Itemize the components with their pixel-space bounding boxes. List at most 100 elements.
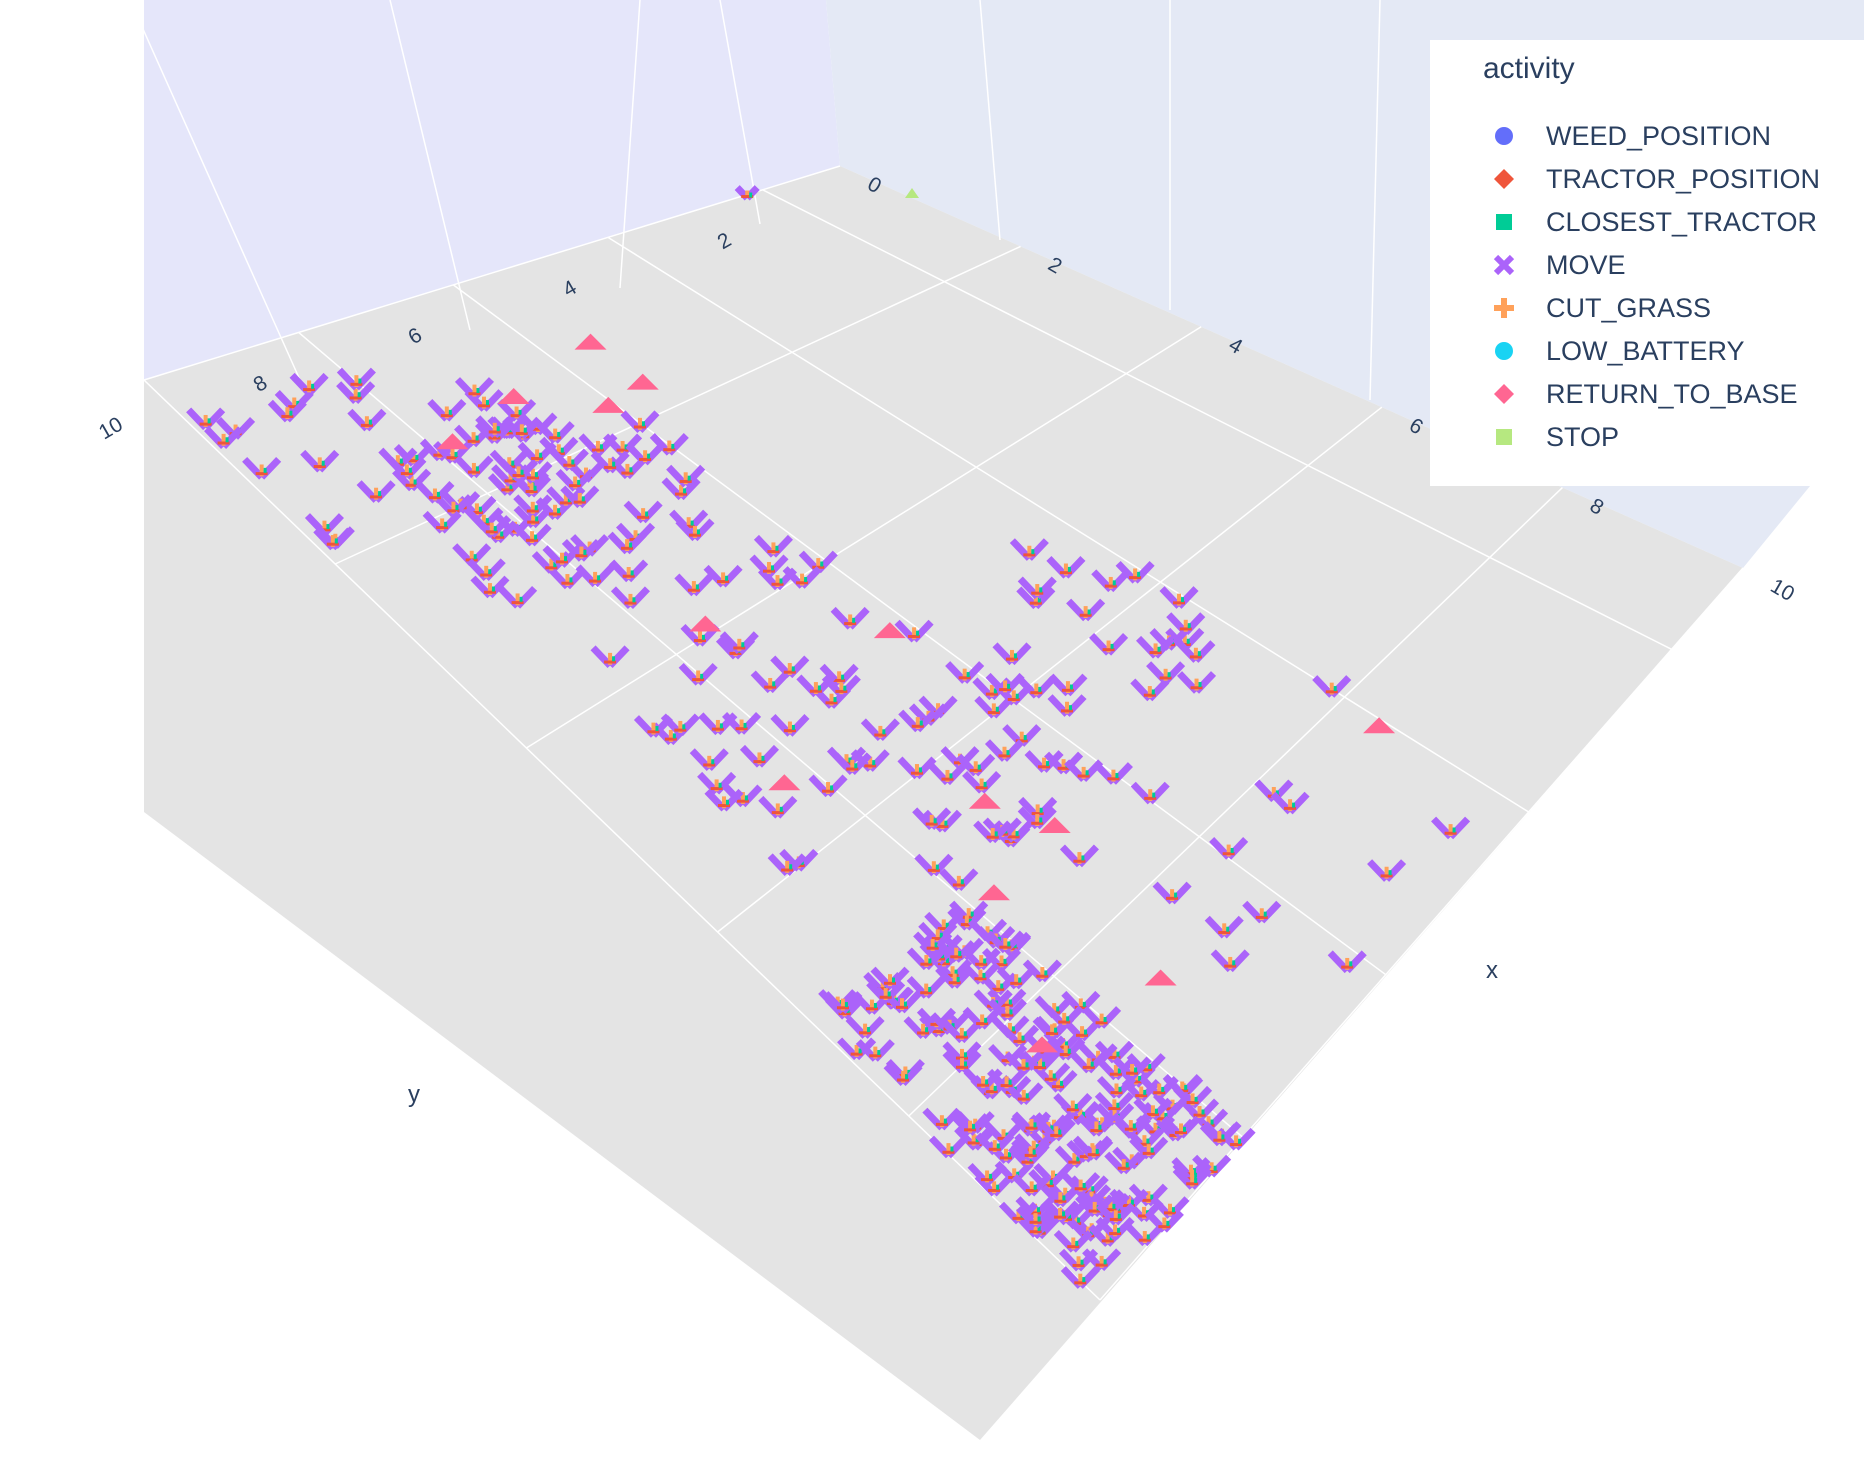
return-to-base-marker: [977, 884, 1010, 901]
move-marker: [945, 661, 985, 684]
move-marker: [267, 399, 307, 423]
move-marker: [1166, 612, 1206, 635]
legend-label: CLOSEST_TRACTOR: [1546, 206, 1818, 237]
return-to-base-marker: [1144, 969, 1177, 986]
grid-line-x: [526, 326, 1202, 749]
move-marker: [1053, 1093, 1093, 1116]
move-marker: [674, 573, 714, 597]
move-marker: [186, 407, 226, 431]
move-marker: [973, 820, 1013, 844]
move-marker: [770, 655, 810, 679]
return-to-base-marker: [626, 373, 659, 390]
move-marker: [987, 1068, 1027, 1092]
legend-item[interactable]: WEED_POSITION: [1490, 118, 1771, 154]
legend[interactable]: activity WEED_POSITION TRACTOR_POSITION CL…: [1430, 40, 1864, 486]
legend-item[interactable]: CUT_GRASS: [1490, 290, 1711, 326]
legend-item[interactable]: MOVE: [1490, 247, 1626, 283]
move-marker: [1061, 1172, 1101, 1195]
move-marker: [1270, 791, 1310, 815]
move-marker: [1059, 844, 1099, 868]
move-marker: [1095, 1216, 1135, 1240]
square-legend-icon: [1496, 429, 1512, 445]
legend-label: MOVE: [1546, 249, 1626, 280]
wall-grid-line: [1369, 0, 1381, 401]
move-marker: [1104, 1151, 1144, 1175]
move-marker: [912, 807, 952, 831]
move-marker: [950, 1113, 990, 1136]
return-to-base-marker: [873, 622, 906, 639]
move-marker: [204, 426, 244, 450]
move-marker: [470, 575, 510, 599]
legend-item[interactable]: STOP: [1490, 419, 1619, 455]
move-marker: [1367, 859, 1407, 882]
move-marker: [1144, 1209, 1184, 1233]
return-to-base-marker: [968, 792, 1001, 809]
move-marker: [649, 433, 689, 456]
legend-item[interactable]: CLOSEST_TRACTOR: [1490, 204, 1817, 240]
legend-item[interactable]: RETURN_TO_BASE: [1490, 376, 1798, 412]
move-marker: [1018, 796, 1058, 820]
move-marker: [454, 377, 495, 400]
legend-label: LOW_BATTERY: [1546, 335, 1745, 366]
move-marker: [960, 962, 1001, 985]
move-marker: [962, 771, 1002, 794]
move-marker: [739, 744, 779, 768]
move-marker: [561, 539, 601, 562]
move-marker: [985, 930, 1025, 954]
move-marker: [767, 853, 807, 877]
move-marker: [906, 976, 946, 999]
legend-item[interactable]: TRACTOR_POSITION: [1490, 161, 1820, 197]
move-marker: [454, 455, 494, 479]
move-marker: [1093, 762, 1133, 785]
move-marker: [661, 477, 701, 501]
move-marker: [1040, 1200, 1080, 1224]
move-marker: [1003, 1051, 1044, 1075]
move-marker: [427, 398, 467, 422]
move-marker: [422, 510, 462, 534]
return-to-base-marker: [1026, 1036, 1059, 1053]
move-marker: [1053, 1229, 1093, 1253]
wall-grid-line: [389, 0, 471, 331]
grid-line-y: [762, 189, 1672, 651]
move-marker: [1046, 1037, 1086, 1061]
legend-item[interactable]: LOW_BATTERY: [1490, 333, 1745, 369]
move-marker: [1059, 1248, 1099, 1272]
move-marker: [1111, 1112, 1151, 1136]
move-marker: [1176, 671, 1217, 694]
return-to-base-marker: [1038, 817, 1071, 834]
move-marker: [1076, 1113, 1116, 1137]
move-marker: [1133, 1097, 1173, 1121]
move-marker: [625, 442, 665, 466]
move-marker: [1312, 675, 1352, 698]
move-marker: [300, 449, 340, 473]
move-marker: [1204, 915, 1244, 939]
move-marker: [432, 441, 473, 464]
move-marker: [1242, 900, 1282, 924]
grid-line-x: [143, 165, 841, 381]
move-marker: [1082, 1006, 1122, 1029]
move-marker: [392, 468, 432, 492]
move-marker: [1327, 950, 1367, 974]
return-to-base-marker: [497, 388, 530, 405]
move-marker: [535, 421, 575, 444]
move-marker: [749, 554, 789, 578]
return-to-base-marker: [592, 396, 625, 413]
move-marker: [1011, 1111, 1052, 1135]
move-marker: [1431, 816, 1471, 840]
move-marker: [607, 531, 647, 555]
move-marker: [962, 1006, 1002, 1030]
move-marker: [1094, 1091, 1134, 1115]
wall-grid-line: [129, 0, 301, 381]
move-marker: [996, 966, 1036, 990]
move-marker: [956, 753, 996, 777]
move-marker: [922, 1107, 962, 1131]
move-marker: [415, 480, 455, 504]
return-to-base-marker: [768, 774, 801, 791]
move-marker: [1046, 555, 1086, 579]
move-marker: [1047, 694, 1087, 717]
move-marker: [927, 762, 967, 786]
move-marker: [497, 398, 537, 422]
move-marker: [1048, 673, 1088, 697]
back-wall-left: [144, 0, 840, 380]
legend-label: WEED_POSITION: [1546, 120, 1772, 151]
